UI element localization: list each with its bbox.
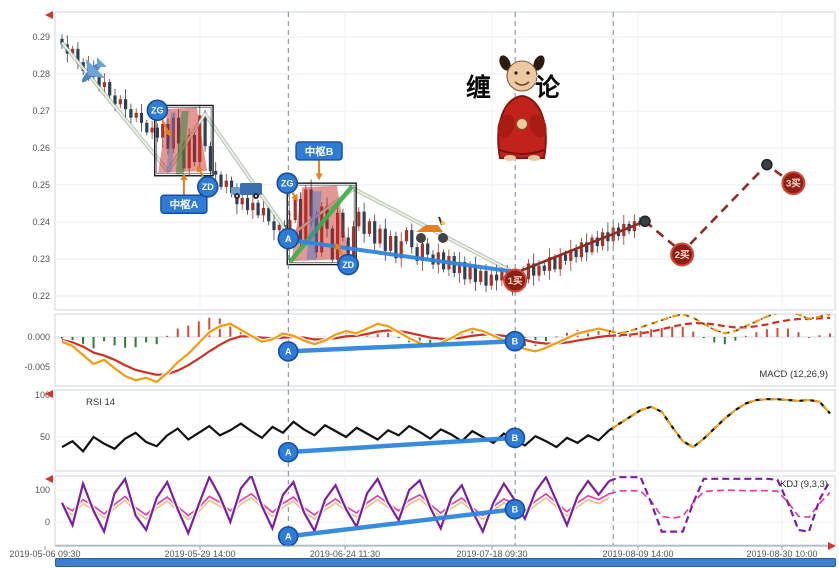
svg-text:3买: 3买: [786, 179, 801, 190]
svg-text:100: 100: [35, 390, 50, 400]
svg-text:1买: 1买: [508, 276, 523, 287]
x-axis-label: 2019-07-18 09:30: [456, 549, 527, 559]
x-axis-label: 2019-06-24 11:30: [310, 549, 380, 559]
svg-text:0.22: 0.22: [32, 291, 50, 301]
kdj-panel-label: KDJ (9,3,3): [780, 479, 828, 490]
monk-figure: [497, 55, 547, 161]
svg-text:0.26: 0.26: [32, 143, 50, 153]
svg-text:中枢A: 中枢A: [170, 198, 199, 211]
svg-text:50: 50: [40, 432, 50, 442]
svg-text:B: B: [512, 433, 519, 443]
ab-markers: A B A B A B: [277, 330, 526, 547]
svg-text:A: A: [285, 234, 292, 244]
trend-layer: [286, 158, 795, 275]
svg-text:-0.005: -0.005: [24, 362, 50, 372]
truck-icon: [231, 183, 262, 199]
svg-text:0.28: 0.28: [32, 69, 50, 79]
svg-text:中枢B: 中枢B: [305, 145, 334, 158]
data-zoom-slider[interactable]: [55, 558, 836, 567]
x-axis-label: 2019-05-29 14:00: [164, 549, 235, 559]
svg-text:0.000: 0.000: [27, 332, 50, 342]
x-axis-label: 2019-08-30 10:00: [746, 549, 817, 559]
grid-layer: [54, 11, 836, 546]
svg-text:0: 0: [45, 517, 50, 527]
svg-text:ZG: ZG: [151, 105, 164, 115]
svg-text:0.24: 0.24: [32, 217, 50, 227]
svg-text:0.25: 0.25: [32, 180, 50, 190]
x-axis-label: 2019-05-06 09:30: [9, 549, 80, 559]
price-markers: 中枢A 中枢B ZG ZD ZG ZD A 1买 2买 3买: [146, 99, 806, 293]
svg-text:100: 100: [35, 485, 50, 495]
axis-layer: 0.29 0.28 0.27 0.26 0.25 0.24 0.23 0.22 0.000 -0.…: [9, 11, 836, 559]
svg-text:0.27: 0.27: [32, 106, 50, 116]
svg-text:0.23: 0.23: [32, 254, 50, 264]
svg-text:B: B: [512, 336, 519, 346]
svg-text:ZD: ZD: [342, 260, 354, 270]
svg-text:2买: 2买: [675, 250, 690, 261]
scooter-icon: [416, 216, 448, 243]
svg-text:A: A: [285, 532, 292, 542]
svg-text:A: A: [285, 447, 292, 457]
svg-text:A: A: [285, 347, 292, 357]
chanlun-text: 缠论: [466, 73, 604, 102]
svg-text:B: B: [512, 504, 519, 514]
svg-text:ZG: ZG: [281, 178, 294, 188]
x-axis-label: 2019-08-09 14:00: [602, 549, 673, 559]
icons-layer: [81, 55, 547, 243]
rsi-panel-label: RSI 14: [86, 397, 115, 408]
macd-panel-label: MACD (12,26,9): [759, 369, 828, 380]
svg-text:0.29: 0.29: [32, 32, 50, 42]
svg-text:ZD: ZD: [202, 182, 214, 192]
